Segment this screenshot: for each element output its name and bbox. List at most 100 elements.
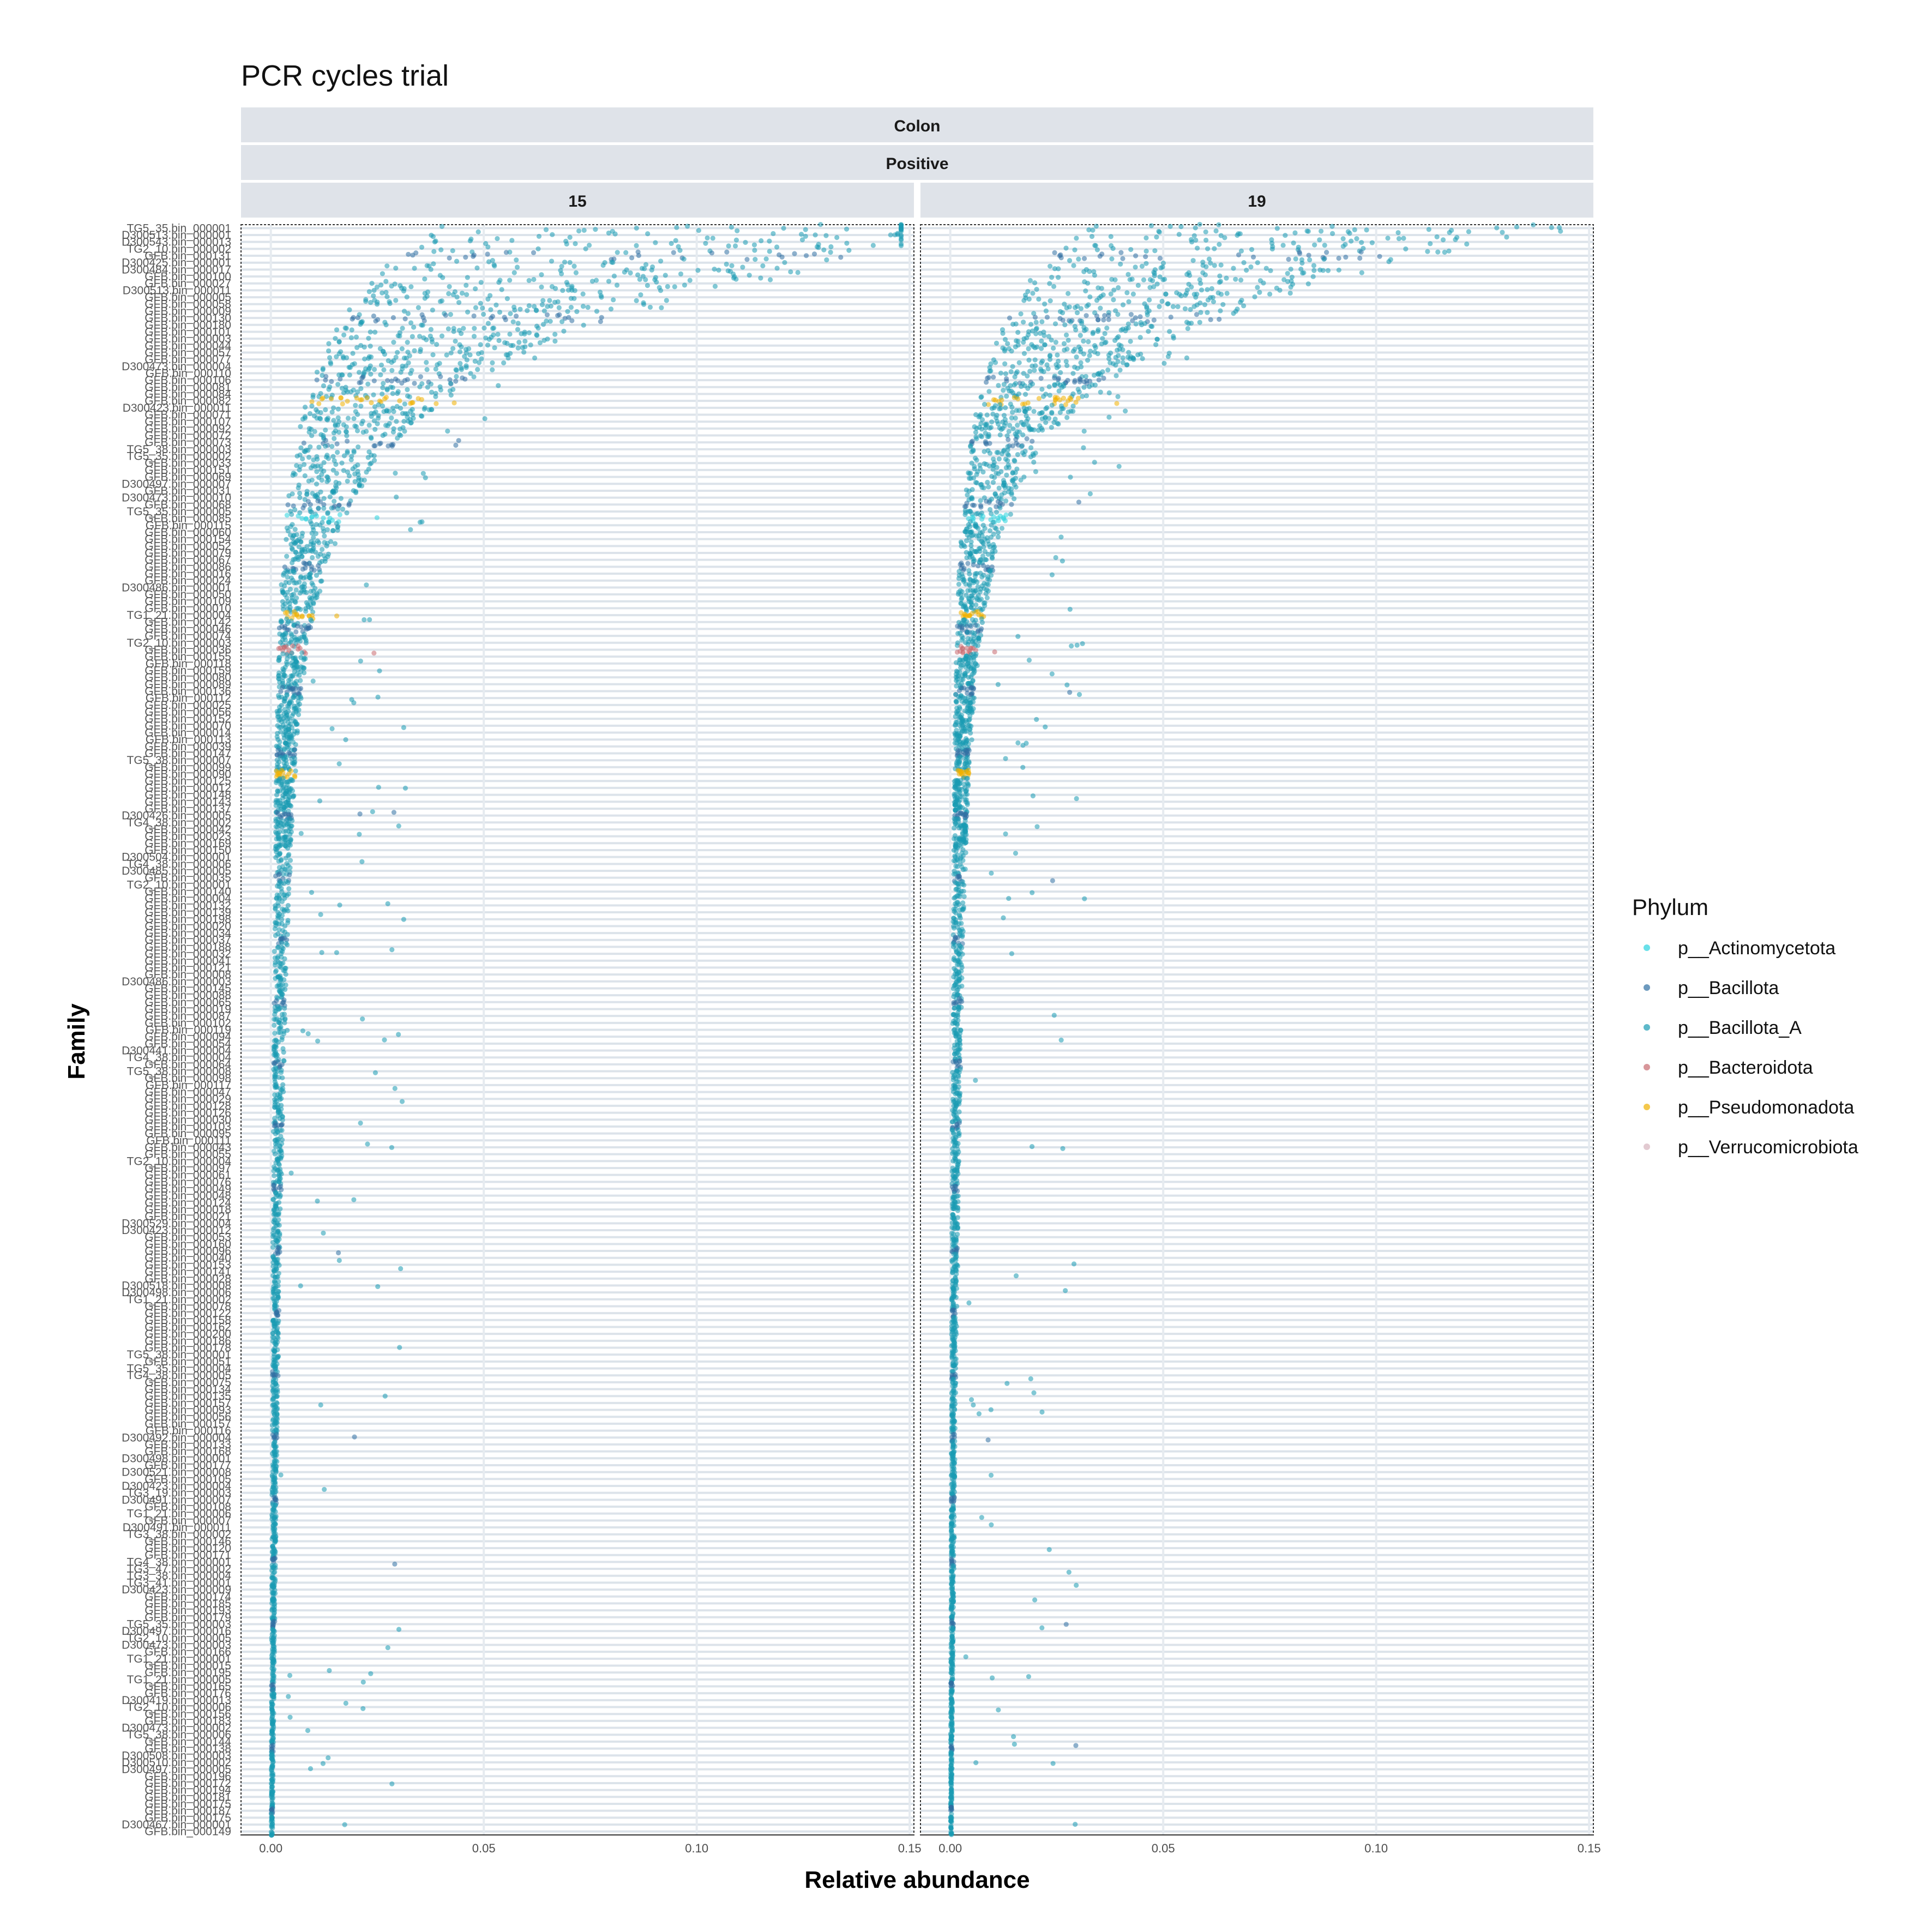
data-point [360, 1016, 365, 1022]
data-point [277, 772, 282, 777]
data-point [574, 309, 580, 314]
data-point [1052, 321, 1058, 327]
data-point [1015, 329, 1021, 335]
data-point [294, 660, 300, 665]
data-point [299, 516, 305, 521]
data-point [964, 538, 970, 544]
data-point [337, 512, 342, 517]
data-point [562, 316, 568, 321]
data-point [276, 714, 281, 719]
data-point [278, 977, 284, 983]
data-point [1015, 396, 1021, 402]
data-point [376, 402, 381, 407]
data-point [282, 664, 288, 670]
data-point [461, 326, 466, 331]
data-point [392, 1086, 398, 1091]
data-point [961, 658, 966, 663]
data-point [973, 430, 978, 435]
data-point [1024, 436, 1030, 442]
data-point [965, 561, 971, 566]
data-point [611, 297, 616, 303]
data-point [1046, 384, 1052, 389]
data-point [1005, 452, 1010, 457]
data-point [677, 248, 683, 253]
data-point [1283, 232, 1288, 238]
data-point [278, 836, 284, 842]
data-point [334, 471, 339, 476]
data-point [280, 1082, 286, 1087]
data-point [1026, 329, 1032, 334]
data-point [309, 433, 315, 438]
data-point [270, 1544, 275, 1549]
data-point [348, 335, 354, 340]
data-point [290, 522, 295, 527]
data-point [280, 1075, 285, 1081]
data-point [729, 263, 735, 268]
data-point [416, 305, 421, 310]
data-point [1170, 334, 1176, 339]
data-point [438, 387, 443, 393]
data-point [759, 238, 764, 244]
data-point [1026, 346, 1031, 352]
data-point [1358, 249, 1364, 255]
data-point [288, 637, 294, 642]
data-point [986, 389, 992, 394]
data-point [1117, 368, 1123, 373]
data-point [317, 569, 323, 575]
data-point [458, 360, 463, 366]
data-point [302, 462, 307, 467]
data-point [275, 955, 280, 961]
data-point [547, 318, 553, 324]
data-point [1288, 267, 1293, 272]
data-point [1073, 327, 1079, 333]
data-point [999, 492, 1004, 497]
data-point [563, 238, 569, 244]
data-point [314, 454, 320, 459]
data-point [1096, 317, 1101, 323]
data-point [1053, 339, 1058, 345]
data-point [276, 1026, 282, 1031]
data-point [1033, 320, 1039, 325]
data-point [1241, 303, 1247, 309]
data-point [334, 327, 340, 333]
data-point [456, 438, 461, 443]
data-point [273, 1539, 278, 1544]
data-point [962, 604, 968, 610]
data-point [292, 747, 298, 753]
data-point [1176, 232, 1182, 237]
data-point [324, 527, 330, 532]
data-point [1013, 416, 1018, 421]
data-point [1052, 250, 1057, 255]
data-point [287, 872, 292, 877]
data-point [1307, 257, 1313, 263]
data-point [488, 307, 493, 312]
data-point [437, 360, 442, 366]
data-point [1141, 277, 1147, 282]
data-point [314, 369, 320, 375]
data-point [277, 1005, 283, 1010]
data-point [459, 331, 464, 336]
data-point [622, 269, 627, 275]
data-point [1434, 234, 1440, 240]
data-point [1067, 258, 1073, 263]
panel-15 [240, 222, 914, 1838]
data-point [275, 944, 281, 950]
data-point [271, 1348, 277, 1354]
data-point [285, 610, 290, 615]
data-point [1034, 287, 1039, 292]
data-point [274, 1136, 280, 1142]
data-point [358, 380, 364, 385]
data-point [383, 423, 389, 428]
data-point [272, 1217, 278, 1223]
data-point [274, 1435, 280, 1441]
data-point [990, 480, 996, 485]
data-point [275, 798, 281, 803]
data-point [334, 354, 339, 359]
data-point [398, 370, 404, 375]
data-point [606, 279, 612, 284]
data-point [537, 340, 543, 346]
data-point [290, 643, 296, 649]
data-point [952, 741, 958, 746]
data-point [293, 768, 298, 774]
data-point [334, 441, 340, 447]
